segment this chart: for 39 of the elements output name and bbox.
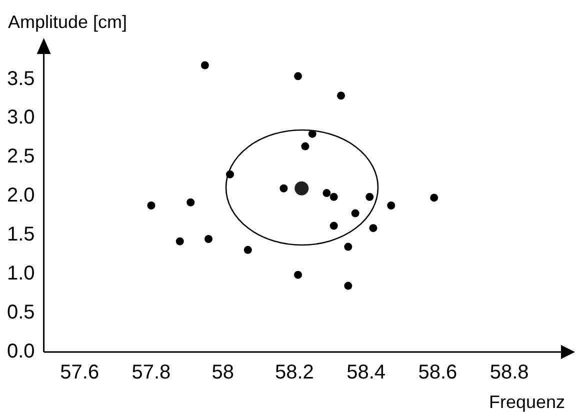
point <box>369 224 378 232</box>
y-tick-label: 2.0 <box>6 184 35 207</box>
x-axis-title: Frequenz <box>488 392 565 412</box>
x-tick-label: 58 <box>212 362 234 384</box>
point <box>330 222 338 230</box>
point <box>147 202 156 210</box>
point <box>280 184 288 192</box>
y-tick-label: 3.0 <box>6 106 35 129</box>
point <box>330 192 338 201</box>
x-tick-label: 58.4 <box>346 362 386 384</box>
y-tick-label: 0.0 <box>6 340 35 363</box>
point <box>366 192 374 201</box>
x-tick-label: 57.8 <box>132 362 171 384</box>
x-tick-label: 58.8 <box>490 362 529 384</box>
point <box>294 72 302 80</box>
y-tick-label: 2.5 <box>6 146 35 168</box>
point <box>301 142 310 150</box>
y-axis-title: Amplitude [cm] <box>8 12 128 32</box>
x-tick-label: 58.6 <box>418 362 458 384</box>
x-tick-label: 58.2 <box>274 362 314 384</box>
point <box>337 92 345 100</box>
point <box>294 181 309 196</box>
y-tick-label: 1.5 <box>6 224 35 246</box>
x-tick-label: 57.6 <box>60 362 100 384</box>
y-tick-label: 1.0 <box>6 262 35 285</box>
point <box>387 202 396 210</box>
point <box>176 237 184 246</box>
point <box>200 61 209 70</box>
point <box>430 194 438 202</box>
point <box>344 282 352 290</box>
point <box>322 189 331 198</box>
y-tick-label: 3.5 <box>6 68 35 90</box>
point <box>186 198 195 206</box>
point <box>204 235 213 244</box>
point <box>351 209 360 218</box>
point <box>344 242 352 251</box>
y-tick-label: 0.5 <box>6 302 35 324</box>
point <box>294 270 302 279</box>
point <box>244 246 252 254</box>
